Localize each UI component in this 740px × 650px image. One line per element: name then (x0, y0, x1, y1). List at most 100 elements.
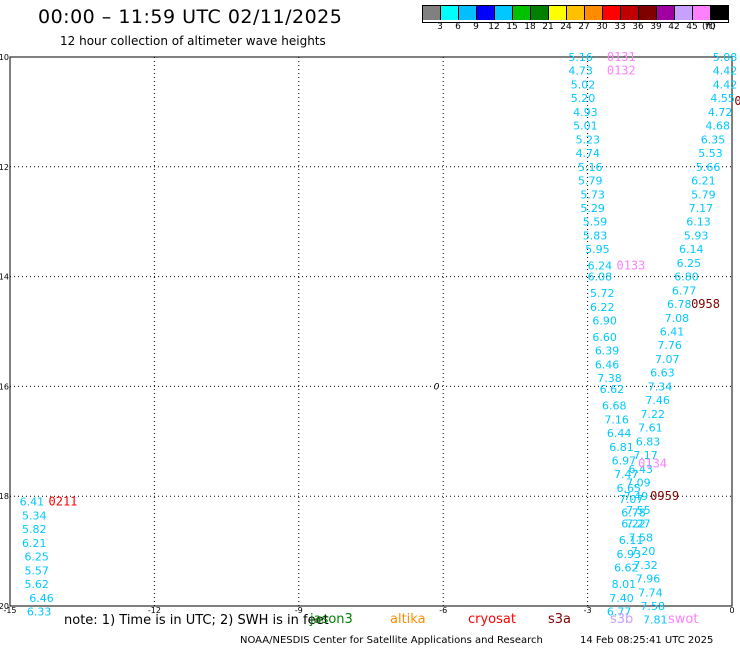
scale-swatch (477, 6, 495, 20)
wave-height-value: 5.62 (24, 578, 49, 591)
wave-height-value: 7.17 (633, 449, 658, 462)
x-tick-label: -6 (439, 606, 447, 615)
scale-swatch (639, 6, 657, 20)
wave-height-value: 5.72 (590, 287, 615, 300)
wave-height-value: 5.59 (583, 216, 608, 229)
wave-height-value: 5.23 (576, 133, 601, 146)
scale-swatch (513, 6, 531, 20)
wave-height-value: 6.62 (600, 383, 625, 396)
wave-height-value: 7.58 (629, 531, 654, 544)
scale-swatch (495, 6, 513, 20)
x-tick-label: -3 (584, 606, 592, 615)
color-scale-unit: (ft) (702, 22, 716, 32)
wave-height-value: 7.34 (648, 380, 673, 393)
wave-height-value: 5.53 (698, 147, 723, 160)
wave-height-value: 6.77 (607, 605, 632, 618)
wave-height-value: 6.41 (660, 326, 685, 339)
scale-swatch (621, 6, 639, 20)
scale-swatch (441, 6, 459, 20)
wave-height-value: 5.83 (583, 229, 608, 242)
wave-height-value: 6.68 (602, 400, 627, 413)
legend-item-jason3: jason3 (310, 612, 353, 627)
scale-label: 6 (455, 22, 461, 32)
wave-height-value: 7.22 (641, 408, 666, 421)
legend-item-s3a: s3a (548, 612, 572, 627)
wave-height-value: 4.93 (573, 106, 598, 119)
wave-height-value: 6.80 (674, 271, 699, 284)
wave-height-value: 6.97 (612, 455, 637, 468)
pass-time-label: 0133 (616, 259, 645, 273)
wave-height-value: 5.20 (571, 92, 596, 105)
wave-height-value: 5.01 (573, 120, 598, 133)
wave-height-value: 6.60 (592, 331, 617, 344)
wave-height-value: 6.46 (29, 592, 54, 605)
scale-swatch (531, 6, 549, 20)
scale-label: 30 (596, 22, 608, 32)
wave-height-value: 5.73 (580, 188, 605, 201)
page-title: 00:00 – 11:59 UTC 02/11/2025 (38, 6, 343, 28)
wave-height-value: 7.46 (645, 394, 670, 407)
y-tick-label: -10 (0, 53, 9, 62)
wave-height-value: 7.49 (624, 490, 649, 503)
scale-swatch (567, 6, 585, 20)
wave-height-value: 6.44 (607, 427, 632, 440)
wave-height-value: 7.16 (604, 413, 629, 426)
wave-height-value: 6.62 (614, 562, 639, 575)
wave-height-value: 6.39 (595, 345, 620, 358)
wave-height-value: 4.55 (710, 92, 735, 105)
wave-height-value: 7.32 (633, 559, 658, 572)
wave-height-value: 5.34 (22, 509, 47, 522)
wave-height-value: 6.24 (588, 260, 613, 273)
scale-label: 39 (650, 22, 662, 32)
wave-height-value: 5.93 (684, 229, 709, 242)
pass-time-label: 0132 (607, 64, 636, 78)
wave-height-value: 6.78 (667, 298, 692, 311)
wave-height-value: 7.07 (655, 353, 680, 366)
wave-height-value: 4.73 (568, 65, 593, 78)
wave-height-value: 7.07 (619, 493, 644, 506)
wave-height-value: 5.02 (571, 78, 596, 91)
wave-height-value: 7.61 (638, 422, 663, 435)
wave-height-value: 5.16 (568, 51, 593, 64)
map-marker: 0 (434, 382, 440, 392)
legend-item-altika: altika (390, 612, 426, 627)
pass-time-label: 0131 (607, 50, 636, 64)
wave-height-value: 7.20 (631, 545, 656, 558)
wave-height-value: 8.01 (612, 578, 637, 591)
wave-height-value: 6.35 (701, 133, 726, 146)
wave-height-value: 7.08 (665, 312, 690, 325)
scale-label: 24 (560, 22, 572, 32)
wave-height-value: 7.55 (626, 504, 651, 517)
scale-label: 45 (686, 22, 698, 32)
wave-height-value: 6.41 (20, 496, 45, 509)
wave-height-value: 6.81 (609, 441, 634, 454)
scale-swatch (657, 6, 675, 20)
wave-height-value: 7.76 (657, 339, 682, 352)
footer-note: note: 1) Time is in UTC; 2) SWH is in fe… (64, 613, 329, 628)
scale-label: 27 (578, 22, 590, 32)
wave-height-value: 6.90 (592, 315, 617, 328)
scale-label: 42 (668, 22, 680, 32)
wave-height-value: 5.66 (696, 161, 721, 174)
wave-height-value: 6.13 (686, 216, 711, 229)
pass-time-label: 0211 (49, 495, 78, 509)
pass-time-label: 0959 (650, 489, 679, 503)
wave-height-value: 6.25 (677, 257, 702, 270)
scale-swatch (585, 6, 603, 20)
wave-height-value: 4.72 (708, 106, 733, 119)
x-tick-label: -15 (3, 606, 16, 615)
scale-label: 18 (524, 22, 536, 32)
wave-height-value: 6.83 (636, 435, 661, 448)
scale-label: 3 (437, 22, 443, 32)
y-tick-label: -12 (0, 163, 9, 172)
wave-height-value: 6.33 (27, 605, 51, 618)
y-tick-label: -16 (0, 382, 9, 391)
scale-label: 33 (614, 22, 626, 32)
page-subtitle: 12 hour collection of altimeter wave hei… (60, 34, 326, 48)
wave-height-value: 7.74 (638, 586, 663, 599)
wave-height-value: 7.40 (609, 592, 634, 605)
scale-label: 70 (704, 22, 716, 32)
scale-label: 21 (542, 22, 554, 32)
wave-height-value: 6.93 (616, 548, 641, 561)
